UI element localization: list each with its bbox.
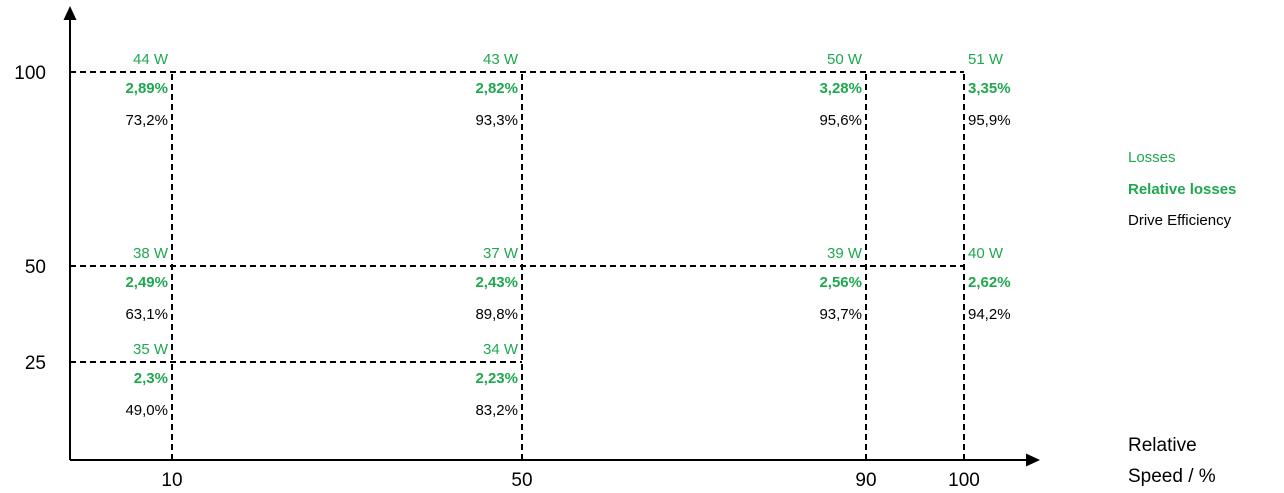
x-axis-title-line: Speed / % <box>1128 466 1216 487</box>
efficiency-label: 93,3% <box>475 112 518 129</box>
x-tick-label: 100 <box>948 470 980 488</box>
efficiency-label: 95,6% <box>819 112 862 129</box>
x-axis-arrow-icon <box>1026 453 1040 467</box>
losses-label: 44 W <box>133 51 169 68</box>
legend-item: Losses <box>1128 149 1176 166</box>
relative-losses-label: 2,82% <box>475 80 518 97</box>
efficiency-label: 94,2% <box>968 306 1011 323</box>
y-tick-label: 100 <box>14 63 46 84</box>
efficiency-label: 49,0% <box>125 402 168 419</box>
relative-losses-label: 2,43% <box>475 274 518 291</box>
efficiency-label: 93,7% <box>819 306 862 323</box>
losses-label: 38 W <box>133 245 169 262</box>
tick-labels: 10 50 90 100 25 50 100 <box>14 63 980 491</box>
y-tick-label: 25 <box>25 353 46 374</box>
legend-item: Relative losses <box>1128 181 1236 198</box>
efficiency-label: 83,2% <box>475 402 518 419</box>
legend-item: Drive Efficiency <box>1128 212 1232 229</box>
losses-label: 40 W <box>968 245 1004 262</box>
relative-losses-label: 2,3% <box>134 370 168 387</box>
losses-label: 39 W <box>827 245 863 262</box>
efficiency-label: 73,2% <box>125 112 168 129</box>
x-axis-title: Relative Speed / % <box>1128 435 1216 487</box>
x-tick-label: 90 <box>855 470 876 488</box>
efficiency-label: 95,9% <box>968 112 1011 129</box>
relative-losses-label: 2,89% <box>125 80 168 97</box>
losses-label: 43 W <box>483 51 519 68</box>
axes <box>63 6 1040 467</box>
relative-losses-label: 2,56% <box>819 274 862 291</box>
legend: Losses Relative losses Drive Efficiency <box>1128 149 1236 229</box>
x-tick-label: 10 <box>161 470 182 488</box>
relative-losses-label: 3,28% <box>819 80 862 97</box>
relative-losses-label: 3,35% <box>968 80 1011 97</box>
y-axis-arrow-icon <box>63 6 77 20</box>
losses-label: 37 W <box>483 245 519 262</box>
relative-losses-label: 2,49% <box>125 274 168 291</box>
x-tick-label: 50 <box>511 470 532 488</box>
losses-label: 35 W <box>133 341 169 358</box>
point-labels: 44 W 2,89% 73,2% 43 W 2,82% 93,3% 50 W 3,28% 95,… <box>125 51 1010 419</box>
y-tick-label: 50 <box>25 257 46 278</box>
guide-lines <box>70 71 965 460</box>
efficiency-label: 63,1% <box>125 306 168 323</box>
x-axis-title-line: Relative <box>1128 435 1197 456</box>
relative-losses-label: 2,23% <box>475 370 518 387</box>
losses-label: 50 W <box>827 51 863 68</box>
losses-label: 34 W <box>483 341 519 358</box>
efficiency-label: 89,8% <box>475 306 518 323</box>
relative-losses-label: 2,62% <box>968 274 1011 291</box>
losses-label: 51 W <box>968 51 1004 68</box>
